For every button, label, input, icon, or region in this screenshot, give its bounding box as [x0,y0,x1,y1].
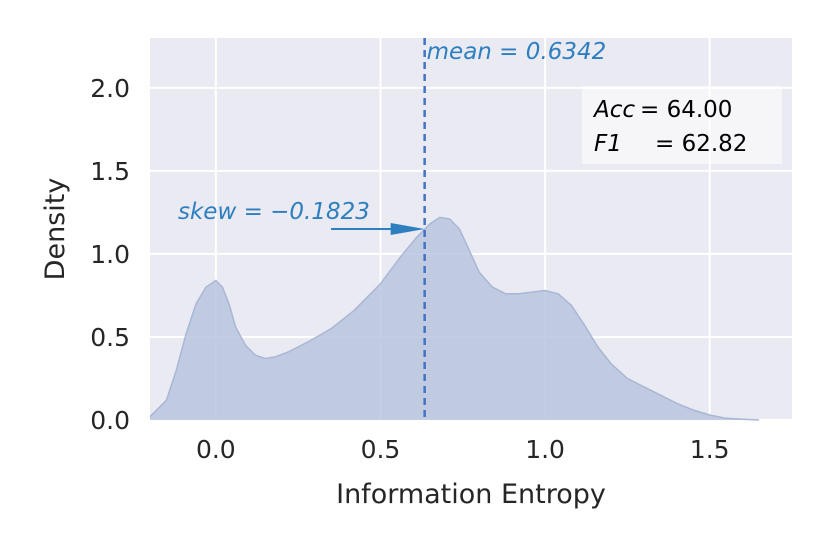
acc-label: Acc [592,97,635,123]
metrics-box: Acc = 64.00 F1 = 62.82 [582,86,782,164]
skew-arrow-head [390,223,425,235]
f1-label: F1 [594,131,622,157]
x-axis-label: Information Entropy [336,479,606,510]
y-tick-labels: 0.0 0.5 1.0 1.5 2.0 [90,74,130,435]
x-tick-label: 0.5 [361,435,401,464]
y-tick-label: 2.0 [90,74,130,103]
y-tick-label: 1.0 [90,240,130,269]
y-axis-label: Density [40,178,71,281]
skew-annotation: skew = −0.1823 [178,199,370,225]
x-tick-label: 0.0 [196,435,236,464]
x-tick-label: 1.5 [690,435,730,464]
x-tick-labels: 0.0 0.5 1.0 1.5 [196,435,730,464]
metrics-box-background [582,86,782,164]
mean-annotation: mean = 0.6342 [427,39,607,65]
density-line [149,216,760,421]
acc-value: = 64.00 [640,97,732,123]
density-area [150,217,760,420]
f1-value: = 62.82 [655,131,747,157]
x-tick-label: 1.0 [525,435,565,464]
y-tick-label: 0.5 [90,323,130,352]
y-tick-label: 1.5 [90,157,130,186]
y-tick-label: 0.0 [90,406,130,435]
